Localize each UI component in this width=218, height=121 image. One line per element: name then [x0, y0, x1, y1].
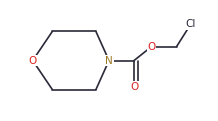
Text: O: O: [147, 42, 156, 52]
Text: Cl: Cl: [186, 19, 196, 29]
Text: N: N: [105, 56, 113, 65]
Text: O: O: [29, 56, 37, 65]
Text: O: O: [130, 82, 138, 91]
